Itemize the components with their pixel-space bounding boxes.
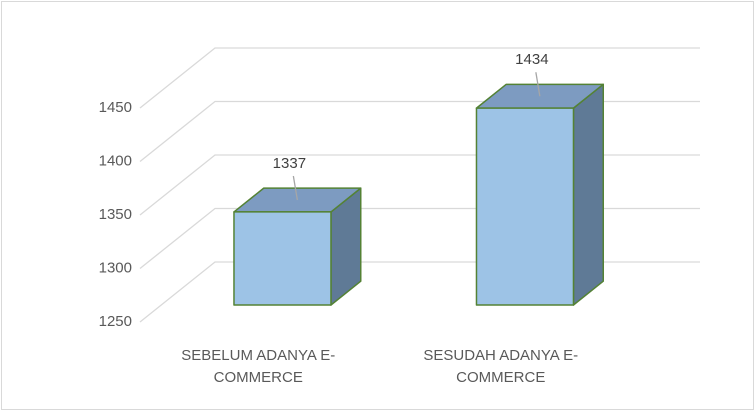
x-tick-label: SEBELUM ADANYA E-COMMERCE [181, 347, 336, 386]
bar-front [475, 107, 575, 306]
data-label: 1434 [515, 51, 548, 68]
y-tick-label: 1300 [99, 259, 132, 276]
grid-line [139, 47, 700, 109]
grid-line [139, 100, 700, 163]
bar-side [572, 83, 604, 306]
bar-front [233, 211, 332, 306]
y-tick-label: 1400 [99, 152, 132, 169]
grid-line [139, 261, 700, 323]
x-tick-label: SESUDAH ADANYA E-COMMERCE [423, 347, 579, 386]
data-label-leader [292, 175, 299, 201]
data-label: 1337 [273, 155, 306, 172]
grid-line [139, 207, 700, 270]
y-tick-label: 1450 [99, 99, 132, 116]
y-tick-label: 1250 [99, 313, 132, 330]
data-label-leader [535, 72, 541, 97]
grid-line [139, 154, 700, 216]
y-tick-label: 1350 [99, 206, 132, 223]
